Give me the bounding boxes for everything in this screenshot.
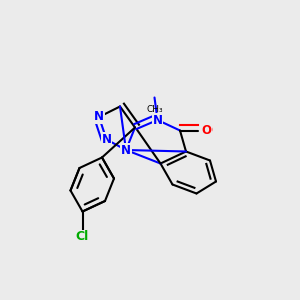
Text: N: N [121,143,131,157]
Text: N: N [94,110,104,124]
Text: N: N [101,133,112,146]
Text: N: N [152,113,163,127]
Text: Cl: Cl [76,230,89,244]
Text: O: O [201,124,212,137]
Text: O: O [202,124,212,137]
Text: CH₃: CH₃ [146,105,163,114]
